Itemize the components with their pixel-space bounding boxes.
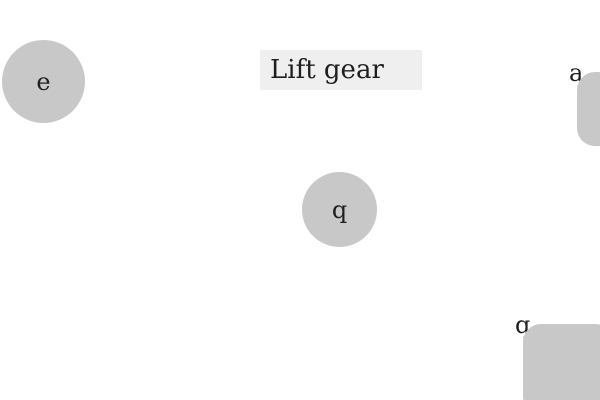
circle-e-label: e: [36, 67, 51, 96]
title-label: Lift gear: [260, 50, 422, 90]
square-a[interactable]: [577, 72, 600, 146]
square-q[interactable]: [523, 324, 600, 400]
circle-q-label: q: [331, 195, 348, 224]
circle-q[interactable]: q: [302, 172, 377, 247]
circle-e[interactable]: e: [2, 40, 85, 123]
